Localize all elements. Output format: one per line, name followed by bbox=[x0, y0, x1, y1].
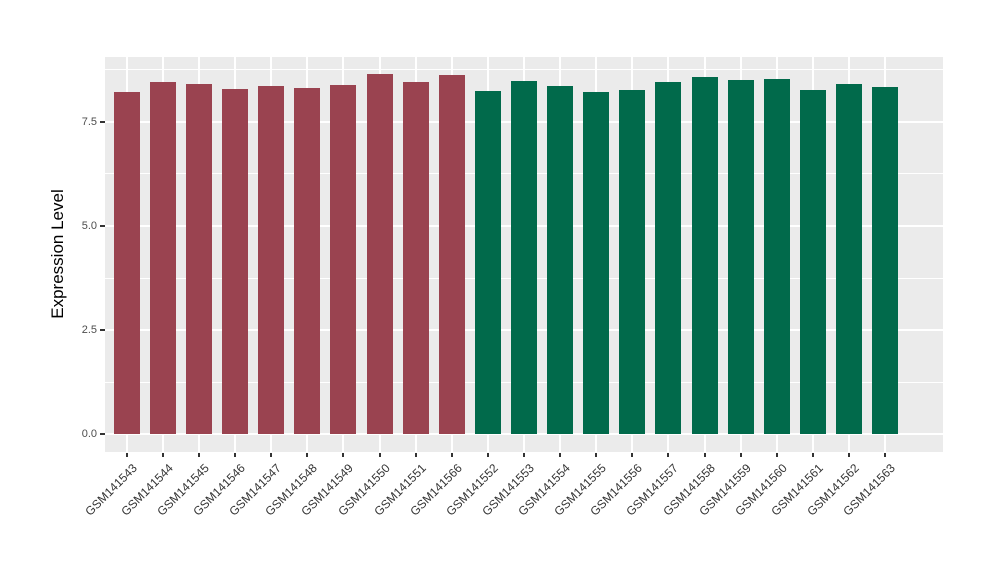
bar bbox=[836, 84, 863, 435]
bar bbox=[330, 85, 357, 435]
bar bbox=[113, 91, 140, 435]
bar bbox=[727, 79, 754, 435]
x-tick-mark bbox=[703, 453, 706, 457]
x-tick-mark bbox=[884, 453, 887, 457]
x-tick-mark bbox=[523, 453, 525, 457]
x-tick-mark bbox=[161, 453, 164, 457]
x-tick-mark bbox=[631, 453, 634, 457]
y-tick-label: 0.0 bbox=[81, 428, 97, 441]
bar bbox=[366, 73, 393, 435]
bar bbox=[402, 81, 429, 435]
y-tick-mark bbox=[100, 120, 105, 123]
x-tick-mark bbox=[197, 453, 200, 457]
y-tick-label: 7.5 bbox=[81, 115, 97, 128]
y-tick-mark bbox=[100, 224, 105, 227]
bar bbox=[547, 85, 574, 435]
x-tick-mark bbox=[848, 453, 851, 457]
bar bbox=[872, 86, 899, 435]
bar bbox=[619, 89, 646, 435]
bar bbox=[185, 84, 212, 435]
bar bbox=[438, 74, 465, 435]
x-tick-mark bbox=[775, 453, 778, 457]
y-axis-title: Expression Level bbox=[48, 189, 67, 319]
bar bbox=[474, 91, 501, 435]
x-tick-mark bbox=[739, 453, 742, 457]
bar bbox=[583, 91, 610, 435]
bar bbox=[258, 85, 285, 435]
y-tick-mark bbox=[100, 433, 105, 436]
x-tick-mark bbox=[595, 453, 598, 457]
x-tick-mark bbox=[306, 453, 309, 457]
x-tick-mark bbox=[378, 453, 381, 457]
x-tick-mark bbox=[414, 453, 417, 457]
bar bbox=[294, 87, 321, 435]
bar bbox=[222, 88, 249, 435]
x-tick-mark bbox=[125, 453, 128, 457]
bar bbox=[799, 89, 826, 435]
y-tick-label: 5.0 bbox=[81, 219, 97, 232]
bar bbox=[691, 76, 718, 435]
x-tick-mark bbox=[342, 453, 345, 457]
x-tick-mark bbox=[486, 453, 489, 457]
x-tick-mark bbox=[667, 453, 670, 457]
bar bbox=[511, 80, 537, 435]
x-tick-mark bbox=[811, 453, 814, 457]
x-tick-mark bbox=[270, 453, 273, 457]
x-tick-mark bbox=[450, 453, 453, 457]
y-tick-mark bbox=[100, 329, 105, 332]
bar bbox=[763, 78, 790, 435]
plot-panel bbox=[105, 57, 943, 452]
bar bbox=[655, 81, 682, 435]
bar bbox=[149, 81, 176, 435]
x-tick-mark bbox=[559, 453, 562, 457]
x-tick-mark bbox=[234, 453, 237, 457]
y-tick-label: 2.5 bbox=[81, 324, 97, 337]
